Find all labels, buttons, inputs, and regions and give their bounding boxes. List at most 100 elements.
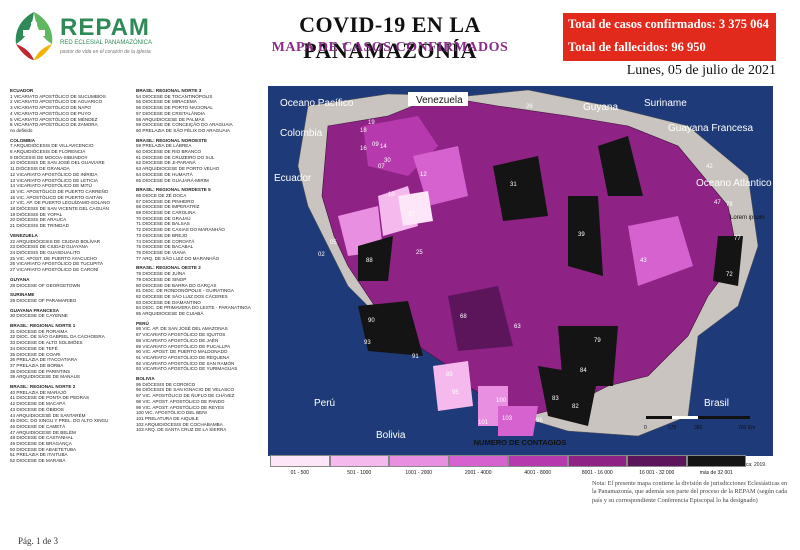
venezuela-label-bg — [408, 92, 468, 106]
legend-label: 16 001 - 32 000 — [639, 470, 675, 476]
region-patch — [398, 191, 433, 226]
region-number: 91 — [412, 354, 419, 360]
region-number: 77 — [734, 236, 741, 242]
list-item: 56 DIOCESE DE PORTO NACIONAL — [136, 105, 213, 111]
legend-label: 4001 - 8000 — [524, 470, 552, 476]
list-item: 11 DIÓCESIS DE GRANADA — [10, 166, 70, 172]
legend-swatch — [627, 455, 687, 467]
list-item: 52 DIOCESE DE MARABÁ — [10, 458, 66, 464]
list-item: 12 VICARIATO APOSTÓLICO DE INÍRIDA — [10, 171, 98, 177]
list-item: 14 VICARIATO APOSTÓLICO DE MITÚ — [10, 183, 92, 189]
list-item: 95 DIÓCESIS DE COROICO — [136, 381, 196, 387]
legend-swatch — [567, 455, 627, 467]
list-item: 13 VICARIATO APOSTÓLICO DE LETICIA — [10, 177, 98, 183]
list-item: 87 VICARIATO APOSTÓLICO DE IQUITOS — [136, 332, 226, 338]
list-item: 17 VIC. AP. DE PUERTO LEGUÍZAMO-SOLANO — [10, 200, 111, 206]
legend-swatch — [329, 455, 389, 467]
list-item: 40 PRELAZIA DE MARAJÓ — [10, 389, 67, 395]
legend-swatch — [389, 455, 449, 467]
region-number: 78 — [726, 202, 733, 208]
region-number: 25 — [416, 250, 423, 256]
list-item: 59 PRELAZIA DE LÁBREA — [136, 143, 192, 149]
list-section-title: BRASIL: REGIONAL NOROESTE — [136, 137, 208, 143]
list-item: 21 DIÓCESIS DE TRINIDAD — [10, 223, 69, 229]
list-item: 58 ARQUIDIOCESE DE PALMAS — [136, 116, 205, 122]
region-number: 12 — [420, 172, 427, 178]
list-item: 37 PRELAZIA DE BORBA — [10, 362, 64, 368]
list-item: 18 DIÓCESIS DE SAN VICENTE DEL CAGUÁN — [10, 206, 109, 212]
list-item: 44 ARQUIDIOCESE DE SANTARÉM — [10, 412, 86, 418]
list-item: 48 DIOCESE DE CASTANHAL — [10, 435, 74, 441]
label-lorem: Lorem ipsum — [730, 215, 765, 221]
list-item: 33 DIOCESE DE ALTO SOLIMÕES — [10, 340, 83, 346]
legend-label: 2001 - 4000 — [464, 470, 492, 476]
list-item: 5 VICARIATO APOSTÓLICO DE MÉNDEZ — [10, 116, 98, 122]
list-item: 103 ARQ. DE SANTA CRUZ DE LA SIERRA — [136, 427, 227, 433]
list-item: 42 DIOCESE DE MACAPÁ — [10, 401, 66, 407]
list-section-title: BRASIL: REGIONAL NORTE 1 — [10, 323, 76, 329]
list-item: 25 VIC. APOST. DE PUERTO AYACUCHO — [10, 255, 97, 261]
region-number: 26 — [526, 104, 533, 110]
label-ocean-pacific: Oceano Pacífico — [280, 98, 354, 109]
list-item: 75 DIOCESE DE BACABAL — [136, 244, 194, 250]
list-item: 2 VICARIATO APOSTÓLICO DE AGUARICO — [10, 99, 103, 105]
list-item: 36 PRELAZIA DE ITACOATIARA — [10, 357, 78, 363]
repam-leaf-icon — [15, 12, 53, 60]
region-patch — [713, 236, 743, 286]
list-section-title: GUAYANA FRANCESA — [10, 307, 60, 313]
region-number: 63 — [514, 324, 521, 330]
list-item: 6 VICARIATO APOSTÓLICO DE ZAMORA — [10, 122, 98, 128]
list-section-title: BOLIVIA — [136, 376, 155, 382]
label-peru: Perú — [314, 398, 335, 409]
list-item: 39 ARQUIDIOCESE DE MANAUS — [10, 374, 80, 380]
list-section-title: BRASIL: REGIONAL OESTE 2 — [136, 265, 201, 271]
region-number: 14 — [380, 144, 387, 150]
list-item: 35 DIOCESE DE COARI — [10, 351, 61, 357]
map-svg: Oceano Pacífico Oceano Atlántico Guyana … — [268, 86, 773, 456]
region-number: 07 — [378, 164, 385, 170]
region-patch — [448, 286, 513, 351]
totals-box: Total de casos confirmados: 3 375 064 To… — [563, 13, 776, 61]
region-number: 100 — [496, 398, 507, 404]
list-item: 22 ARQUIDIÓCESIS DE CIUDAD BOLÍVAR — [10, 238, 101, 244]
label-suriname: Suriname — [644, 98, 687, 109]
region-patch — [598, 136, 643, 196]
region-patch — [628, 216, 693, 286]
region-number: 95 — [452, 390, 459, 396]
legend-label: más de 32 001 — [699, 470, 733, 476]
list-item: 96 DIÓCESIS DE SAN IGNACIO DE VELASCO — [136, 387, 235, 393]
list-item: 59 DIOCESE DE CONCEIÇÃO DO ARAGUAIA — [136, 122, 233, 128]
list-item: 90 VIC. APOST. DE PUERTO MALDONADO — [136, 349, 228, 355]
list-item: 80 DIOCESE DE BARRA DO GARÇAS — [136, 282, 217, 288]
legend-label: 501 - 1000 — [347, 470, 372, 476]
region-number: 83 — [552, 396, 559, 402]
legend-swatch — [508, 455, 568, 467]
label-ocean-atlantic: Oceano Atlántico — [696, 178, 772, 189]
list-item: 28 DIOCESE OF GEORGETOWN — [10, 282, 81, 288]
map-note: Nota: El presente mapa contiene la divis… — [592, 480, 788, 504]
region-number: 90 — [368, 318, 375, 324]
region-number: 39 — [578, 232, 585, 238]
label-ecuador: Ecuador — [274, 173, 312, 184]
region-patch — [358, 236, 393, 281]
list-item: 63 ARQUIDIOCESE DE PORTO VELHO — [136, 166, 220, 172]
list-item: 45 DIOC. DO XINGU Y PREL. DO ALTO XINGU — [10, 418, 109, 424]
list-item: no definido — [10, 127, 33, 133]
list-item: 81 DIOC. DE RONDONÓPOLIS - GUIRATINGA — [136, 288, 234, 294]
list-item: 9 DIÓCESIS DE MOCOA-SIBUNDOY — [10, 154, 88, 160]
list-item: 73 DIOCESE DE BREJO — [136, 232, 188, 238]
legend-swatch — [686, 455, 746, 467]
list-item: 72 DIOCESE DE CAXIAS DO MARANHÃO — [136, 227, 225, 233]
list-section-title: VENEZUELA — [10, 232, 38, 238]
list-item: 68 DIOCESE DE IMPERATRIZ — [136, 204, 200, 210]
list-item: 20 DIÓCESIS DE ARAUCA — [10, 217, 67, 223]
region-patch — [558, 326, 618, 386]
list-item: 27 VICARIATO APOSTÓLICO DE CARONÍ — [10, 267, 99, 273]
list-item: 101 PRELATURA DE AIQUILE — [136, 415, 199, 421]
legend-label: 01 - 500 — [290, 470, 309, 476]
list-item: 16 VIC. APOSTÓLICO DE PUERTO GAITÁN — [10, 194, 103, 200]
region-number: 02 — [318, 252, 325, 258]
list-item: 66 DIOCE DE ZÉ DOCA — [136, 192, 187, 198]
region-number: 10 — [388, 192, 395, 198]
region-number: 18 — [360, 128, 367, 134]
